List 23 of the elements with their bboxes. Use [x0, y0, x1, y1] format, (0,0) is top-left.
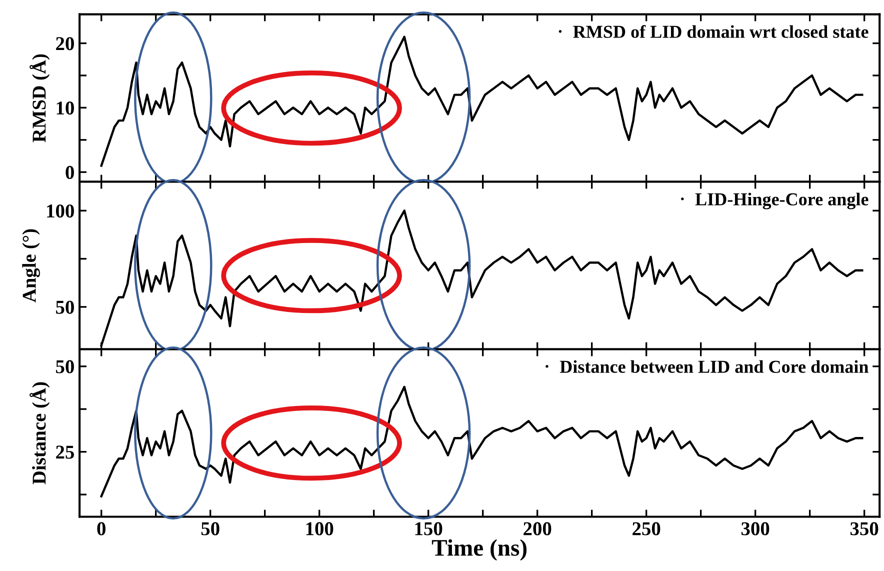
y-tick-label: 10 [56, 102, 74, 115]
x-tick-label: 250 [632, 522, 660, 536]
legend-label: RMSD of LID domain wrt closed state [573, 25, 868, 38]
y-tick-label: 25 [56, 446, 74, 459]
y-axis-title: Angle (°) [22, 229, 40, 302]
y-axis-title: Distance (Å) [30, 382, 50, 484]
x-tick-label: 200 [524, 522, 552, 536]
y-tick-label: 50 [56, 300, 74, 314]
x-tick-label: 350 [850, 522, 878, 536]
x-tick-label: 50 [201, 522, 220, 536]
y-tick-label: 50 [56, 360, 74, 374]
x-tick-label: 300 [741, 522, 770, 536]
y-tick-label: 20 [56, 37, 74, 50]
x-axis-title: Time (ns) [432, 539, 527, 561]
x-tick-label: 150 [415, 522, 442, 536]
legend-label: LID-Hinge-Core angle [695, 192, 868, 210]
x-tick-label: 0 [97, 522, 106, 536]
y-tick-label: 0 [66, 166, 74, 180]
legend-label: Distance between LID and Core domain [560, 360, 868, 373]
line-series [100, 386, 864, 498]
y-tick-label: 100 [47, 204, 74, 218]
x-tick-label: 100 [306, 522, 334, 536]
y-axis-title: RMSD (Å) [30, 54, 50, 142]
